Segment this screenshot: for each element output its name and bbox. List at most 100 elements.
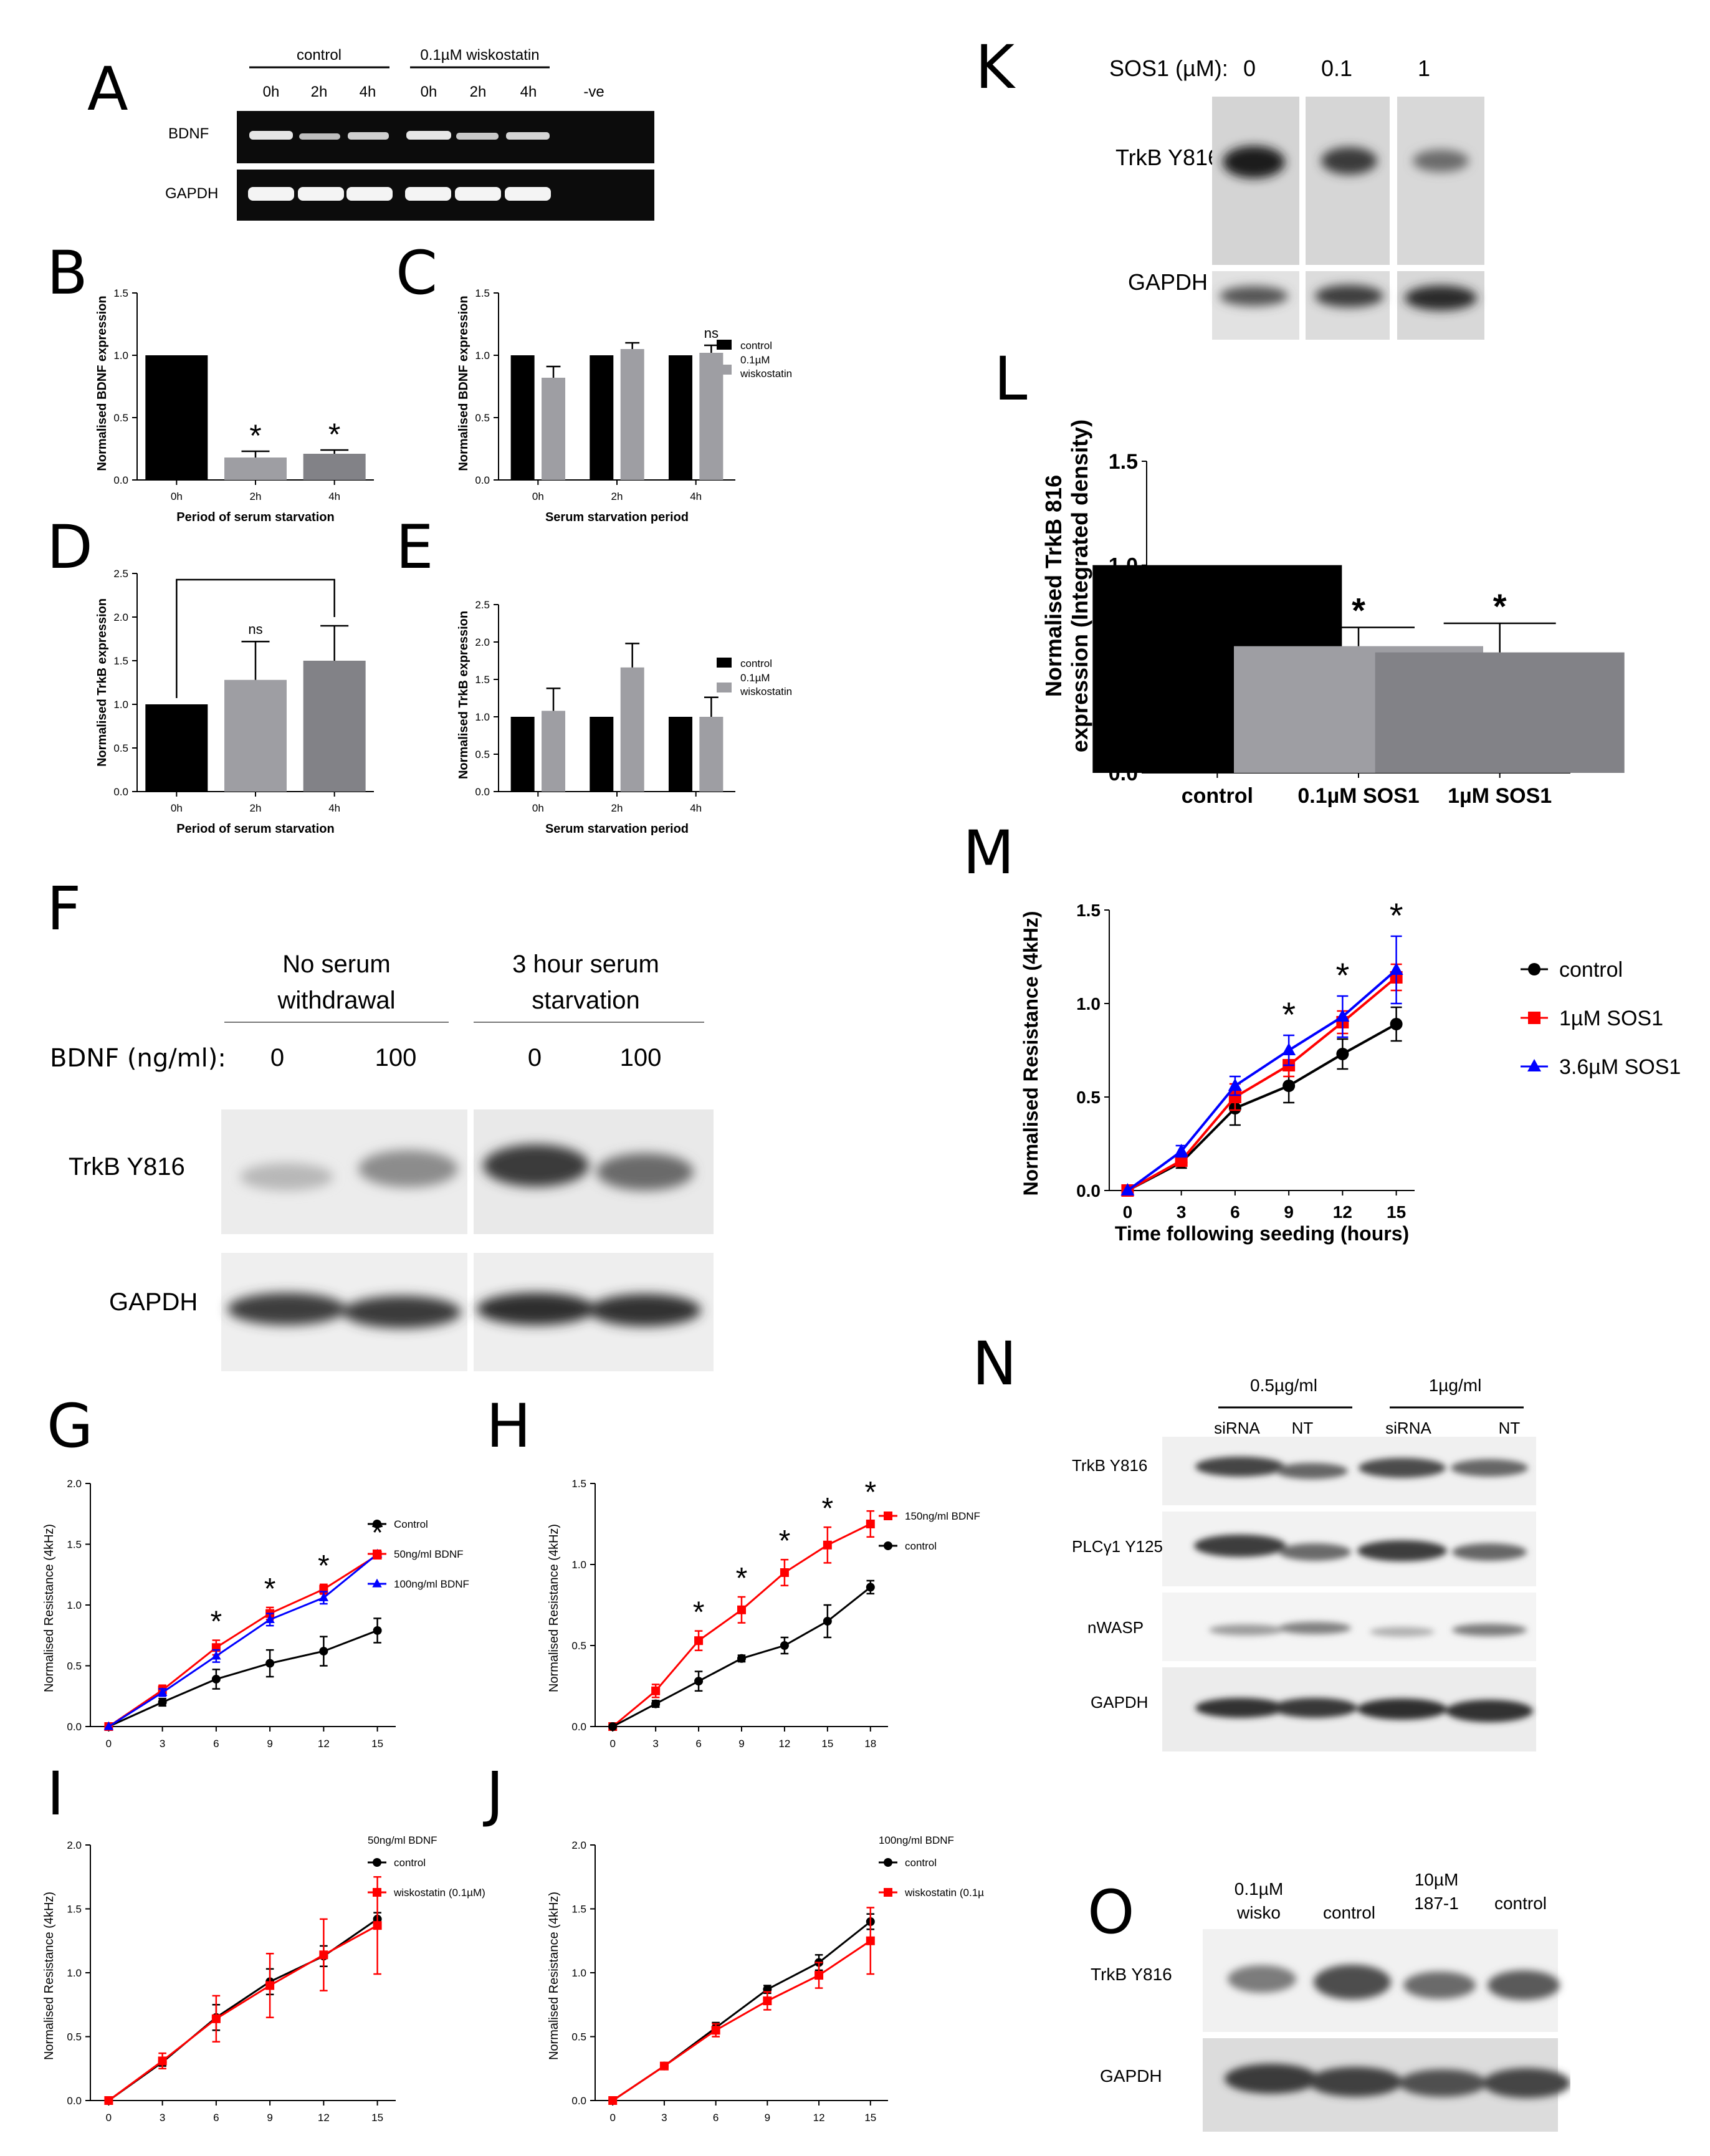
y-tick-label: 1.0	[113, 350, 128, 362]
bar	[1375, 652, 1625, 773]
blot-n-group2: 1µg/ml	[1429, 1376, 1482, 1395]
x-tick-label: 3	[1177, 1202, 1187, 1222]
x-tick-label: 2h	[611, 802, 623, 814]
x-tick-label: 3	[160, 1738, 165, 1750]
significance-star: *	[318, 1550, 330, 1583]
data-point	[884, 1512, 892, 1520]
blot-band	[1357, 1698, 1447, 1720]
blot-k-dose: 0	[1243, 55, 1256, 81]
gel-row-bdnf-label: BDNF	[168, 125, 209, 142]
bar	[303, 454, 366, 480]
x-tick-label: 6	[695, 1738, 701, 1750]
y-tick-label: 2.0	[67, 1839, 82, 1851]
blot-band	[589, 1294, 701, 1326]
legend-label: wiskostatin	[740, 368, 792, 380]
significance-star: *	[211, 1606, 222, 1639]
blot-k-row1-label: TrkB Y816	[1115, 145, 1220, 170]
bar	[303, 661, 366, 792]
blot-o-lane3-l2: 187-1	[1414, 1894, 1459, 1913]
bar	[542, 378, 566, 480]
significance-star: *	[264, 1573, 276, 1606]
x-tick-label: 9	[738, 1738, 744, 1750]
panel-letter-N: N	[972, 1329, 1017, 1399]
x-tick-label: 15	[821, 1738, 833, 1750]
blot-f-dose: 0	[528, 1044, 542, 1071]
blot-band	[1273, 1698, 1357, 1718]
x-tick-label: 12	[1333, 1202, 1352, 1222]
legend-swatch	[717, 365, 732, 375]
bar	[224, 679, 287, 792]
y-tick-label: 1.5	[113, 655, 128, 667]
significance-star: *	[1335, 956, 1349, 995]
gel-band	[248, 187, 294, 201]
y-axis-label: Normalised TrkB 816	[1041, 475, 1066, 697]
legend-label: control	[905, 1540, 937, 1552]
y-tick-label: 2.0	[67, 1478, 82, 1490]
y-tick-label: 0.0	[475, 474, 490, 486]
legend-label: 3.6µM SOS1	[1559, 1055, 1681, 1079]
x-tick-label: 0h	[532, 491, 544, 502]
gel-lane-label: 0h	[263, 84, 280, 100]
y-tick-label: 1.0	[67, 1599, 82, 1611]
data-point	[694, 1636, 704, 1646]
gel-band	[298, 187, 344, 201]
y-tick-label: 1.5	[571, 1478, 586, 1490]
blot-band	[1276, 1463, 1348, 1479]
data-point	[211, 1651, 221, 1660]
y-tick-label: 0.0	[67, 1721, 82, 1733]
y-tick-label: 1.0	[571, 1967, 586, 1979]
data-point	[1389, 962, 1403, 975]
series-line	[108, 1629, 378, 1728]
x-tick-label: 9	[765, 2112, 770, 2124]
blot-band	[1195, 1698, 1285, 1718]
legend-label: control	[740, 340, 772, 352]
y-axis-label: Normalised Resistance (4kHz)	[547, 1892, 561, 2060]
blot-band	[596, 1153, 694, 1191]
panel-letter-F: F	[47, 874, 82, 944]
data-point	[884, 1858, 892, 1867]
y-tick-label: 1.5	[67, 1903, 82, 1915]
blot-f-row2-label: GAPDH	[109, 1288, 198, 1316]
legend-label: 150ng/ml BDNF	[905, 1510, 980, 1522]
x-tick-label: 18	[864, 1738, 876, 1750]
blot-f-group2-line2: starvation	[532, 987, 639, 1014]
blot-n-lane: NT	[1292, 1419, 1314, 1437]
bar	[620, 349, 644, 480]
y-axis-label: Normalised BDNF expression	[95, 295, 109, 471]
blot-k-dose-label: SOS1 (µM):	[1109, 55, 1228, 81]
y-tick-label: 0.5	[475, 412, 490, 424]
blot-band	[1279, 1543, 1351, 1561]
legend-swatch	[717, 658, 732, 668]
data-point	[1174, 1144, 1188, 1156]
y-tick-label: 0.0	[571, 2095, 586, 2107]
x-tick-label: 0	[106, 2112, 112, 2124]
panel-letter-G: G	[47, 1391, 93, 1461]
x-tick-label: 0	[609, 2112, 615, 2124]
y-tick-label: 1.5	[1076, 901, 1101, 920]
x-tick-label: 4h	[328, 491, 340, 502]
significance-star: *	[1390, 896, 1403, 935]
bar	[668, 717, 692, 792]
data-point	[373, 1626, 382, 1635]
blot-band	[477, 1293, 595, 1325]
blot-band	[1309, 2067, 1402, 2097]
blot-k-dose: 0.1	[1321, 55, 1352, 81]
x-tick-label: 0h	[171, 802, 183, 814]
blot-band	[1413, 150, 1469, 172]
data-point	[1120, 1183, 1135, 1195]
panel-letter-C: C	[396, 238, 438, 308]
panel-f-blot: No serum withdrawal 3 hour serum starvat…	[69, 951, 714, 1371]
blot-band	[1359, 1458, 1446, 1478]
panel-a-gel: control 0.1µM wiskostatin 0h 2h 4h 0h 2h…	[165, 47, 654, 221]
x-tick-label: 0	[609, 1738, 615, 1750]
blot-o-lane2: control	[1323, 1903, 1375, 1922]
series-line	[108, 1553, 378, 1728]
blot-o-row1-label: TrkB Y816	[1091, 1965, 1172, 1984]
blot-band	[1452, 1543, 1527, 1561]
blot-band	[1451, 1459, 1528, 1477]
x-tick-label: 3	[160, 2112, 165, 2124]
gel-group-wisko: 0.1µM wiskostatin	[420, 47, 539, 64]
y-tick-label: 0.5	[1076, 1088, 1101, 1107]
